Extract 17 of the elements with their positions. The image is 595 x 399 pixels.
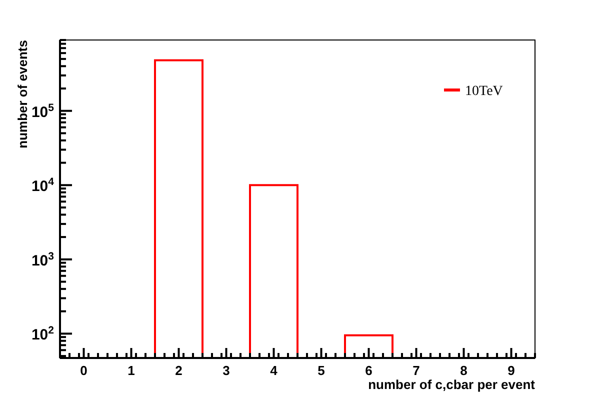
x-axis-title: number of c,cbar per event	[368, 377, 536, 392]
y-tick-label: 10$^{2}$	[31, 324, 54, 344]
y-tick-label: 10$^{3}$	[31, 250, 54, 270]
x-tick-label: 2	[175, 363, 182, 378]
legend-label: 10TeV	[465, 84, 503, 99]
x-tick-label: 8	[460, 363, 468, 378]
x-tick-label: 6	[365, 363, 372, 378]
y-axis-title: number of events	[15, 40, 30, 148]
x-tick-label: 9	[508, 363, 515, 378]
y-tick-label: 10$^{4}$	[31, 176, 54, 196]
x-tick-label: 7	[412, 363, 420, 378]
x-tick-label: 1	[128, 363, 135, 378]
x-tick-label: 0	[80, 363, 88, 378]
x-tick-label: 5	[318, 363, 325, 378]
x-tick-label: 4	[270, 363, 278, 378]
x-tick-label: 3	[222, 363, 230, 378]
y-tick-label: 10$^{5}$	[31, 102, 54, 121]
